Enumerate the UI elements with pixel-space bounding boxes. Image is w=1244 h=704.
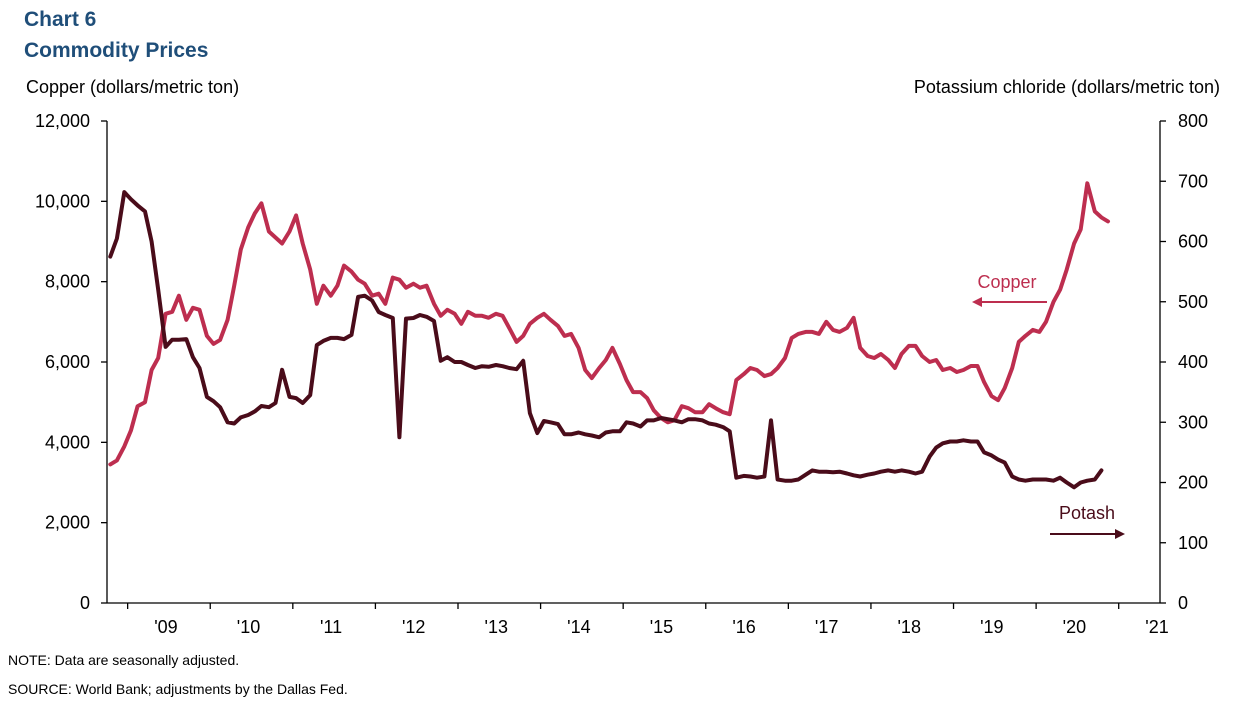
x-axis-tick-label: '17 [815, 617, 838, 637]
copper-series-line [108, 181, 1110, 467]
x-axis-tick-label: '13 [485, 617, 508, 637]
potash-annotation: Potash [1059, 503, 1115, 523]
right-axis-tick-label: 400 [1178, 352, 1208, 372]
left-axis-tick-label: 8,000 [45, 272, 90, 292]
x-axis-tick-label: '09 [154, 617, 177, 637]
right-axis-tick-label: 300 [1178, 412, 1208, 432]
x-axis-tick-label: '11 [320, 617, 342, 637]
chart-subtitle: Commodity Prices [24, 39, 209, 62]
right-axis-tick-label: 500 [1178, 292, 1208, 312]
x-axis-tick-label: '15 [650, 617, 673, 637]
copper-annotation: Copper [977, 272, 1036, 292]
chart-title: Chart 6 [24, 8, 97, 31]
x-axis-tick-label: '10 [237, 617, 260, 637]
potash-series-line [108, 190, 1104, 490]
x-axis-tick-label: '21 [1145, 617, 1168, 637]
x-axis-tick-label: '20 [1063, 617, 1086, 637]
left-axis-tick-label: 4,000 [45, 432, 90, 452]
right-axis-tick-label: 700 [1178, 171, 1208, 191]
copper-arrow-head [972, 297, 982, 307]
right-axis-tick-label: 600 [1178, 232, 1208, 252]
right-axis-tick-label: 100 [1178, 533, 1208, 553]
right-axis-title: Potassium chloride (dollars/metric ton) [913, 77, 1220, 97]
x-axis-tick-label: '16 [732, 617, 755, 637]
x-axis-tick-label: '14 [567, 617, 590, 637]
x-axis-tick-label: '18 [898, 617, 921, 637]
right-axis-tick-label: 200 [1178, 473, 1208, 493]
footnote-note: NOTE: Data are seasonally adjusted. [8, 652, 240, 668]
left-axis-tick-label: 0 [80, 593, 90, 613]
left-axis-tick-label: 2,000 [45, 513, 90, 533]
x-axis-tick-label: '12 [402, 617, 425, 637]
footnote-source: SOURCE: World Bank; adjustments by the D… [8, 681, 348, 697]
potash-arrow-head [1115, 529, 1125, 539]
right-axis-tick-label: 0 [1178, 593, 1188, 613]
x-axis-tick-label: '19 [980, 617, 1003, 637]
left-axis-tick-label: 12,000 [35, 111, 90, 131]
left-axis-tick-label: 6,000 [45, 352, 90, 372]
left-axis-tick-label: 10,000 [35, 191, 90, 211]
left-axis-title: Copper (dollars/metric ton) [26, 77, 240, 97]
right-axis-tick-label: 800 [1178, 111, 1208, 131]
